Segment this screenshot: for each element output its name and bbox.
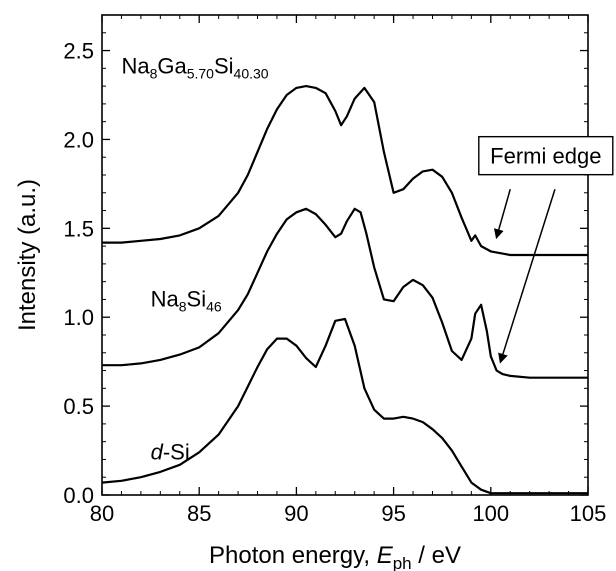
fermi-edge-box xyxy=(478,135,614,176)
x-tick-label: 80 xyxy=(90,501,114,526)
y-tick-label: 2.0 xyxy=(63,127,94,152)
x-tick-label: 105 xyxy=(570,501,607,526)
series-line-1 xyxy=(102,207,588,379)
x-tick-label: 95 xyxy=(381,501,405,526)
fermi-edge-label: Fermi edge xyxy=(490,144,601,169)
labels-layer: Photon energy, Eph / eV Intensity (a.u.) N… xyxy=(14,54,461,571)
y-tick-label: 1.5 xyxy=(63,216,94,241)
x-tick-label: 85 xyxy=(187,501,211,526)
series-line-0 xyxy=(102,85,588,257)
x-tick-label: 100 xyxy=(472,501,509,526)
y-tick-label: 0.0 xyxy=(63,483,94,508)
series-label-1: Na8Si46 xyxy=(151,287,222,315)
y-tick-label: 1.0 xyxy=(63,305,94,330)
series-label-2: d-Si xyxy=(151,439,190,464)
series-layer xyxy=(101,85,589,495)
fermi-edge-arrow-1 xyxy=(498,188,556,364)
y-tick-label: 2.5 xyxy=(63,39,94,64)
fermi-edge-arrow-0 xyxy=(494,189,511,240)
ticks-layer: 80 85 90 95 100 105 0.0 0.5 1.0 1.5 2.0 2.5 xyxy=(63,15,606,526)
series-line-2 xyxy=(101,317,588,495)
x-axis-title: Photon energy, Eph / eV xyxy=(209,542,461,571)
x-tick-label: 90 xyxy=(284,501,308,526)
series-label-0: Na8Ga5.70Si40.30 xyxy=(121,54,268,82)
y-axis-title: Intensity (a.u.) xyxy=(14,179,41,331)
annotation-layer: Fermi edge xyxy=(478,135,614,364)
y-tick-label: 0.5 xyxy=(63,394,94,419)
